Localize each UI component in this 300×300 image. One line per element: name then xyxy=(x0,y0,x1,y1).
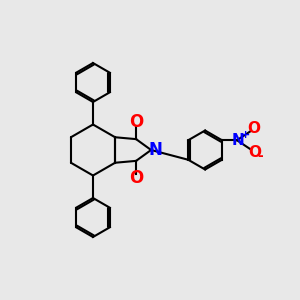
Text: +: + xyxy=(241,130,250,140)
Text: N: N xyxy=(232,133,245,148)
Text: N: N xyxy=(148,141,163,159)
Text: O: O xyxy=(248,145,262,160)
Text: -: - xyxy=(257,149,263,163)
Text: O: O xyxy=(248,121,261,136)
Text: O: O xyxy=(129,113,143,131)
Text: O: O xyxy=(129,169,143,187)
